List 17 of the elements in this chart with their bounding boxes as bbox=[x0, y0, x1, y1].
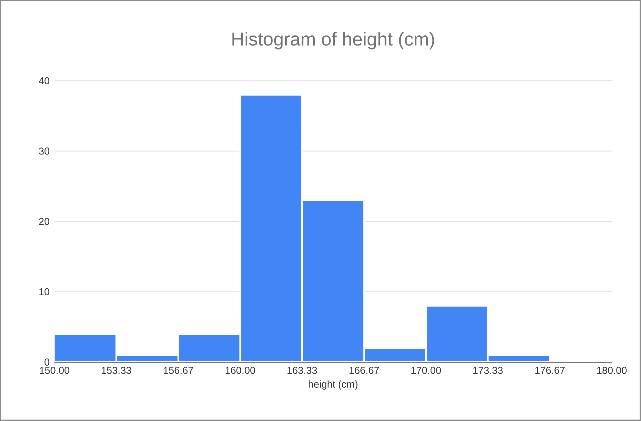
x-tick-label: 163.33 bbox=[288, 367, 318, 374]
x-tick-label: 173.33 bbox=[474, 367, 503, 374]
chart-title: Histogram of height (cm) bbox=[232, 32, 434, 50]
y-tick-label: 30 bbox=[39, 148, 50, 155]
x-tick-label: 180.00 bbox=[597, 367, 627, 374]
x-tick-label: 160.00 bbox=[226, 367, 256, 374]
y-tick-label: 10 bbox=[40, 288, 50, 296]
x-tick-label: 170.00 bbox=[412, 367, 442, 374]
y-tick-label: 40 bbox=[39, 77, 50, 85]
x-tick-label: 176.67 bbox=[536, 367, 565, 374]
y-tick-label: 0 bbox=[44, 358, 50, 366]
x-tick-label: 153.33 bbox=[102, 367, 132, 374]
x-tick-label: 156.67 bbox=[164, 367, 194, 374]
y-tick-label: 20 bbox=[39, 218, 50, 226]
x-tick-label: 166.67 bbox=[350, 367, 380, 374]
x-tick-label: 150.00 bbox=[40, 367, 70, 374]
x-axis-title: height (cm) bbox=[309, 380, 358, 390]
